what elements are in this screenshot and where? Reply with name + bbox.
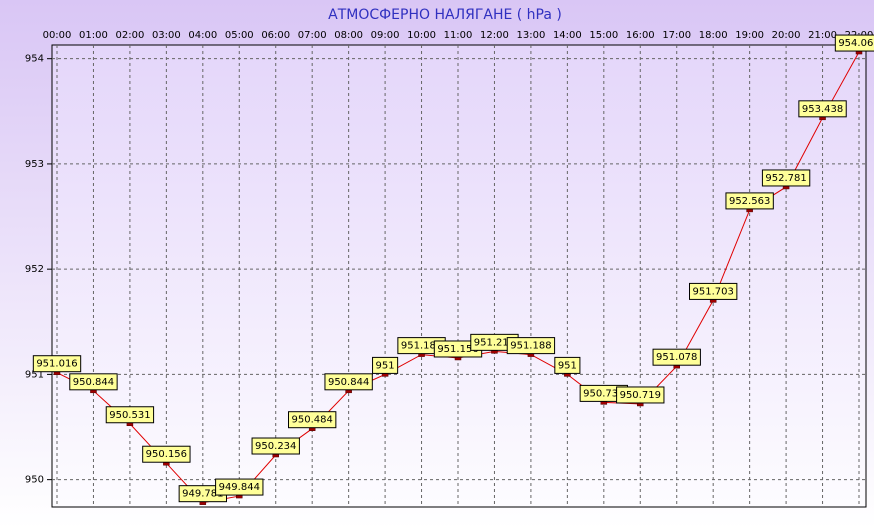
x-tick-label: 10:00 — [407, 30, 436, 41]
value-label: 952.781 — [761, 169, 811, 187]
value-label-box — [506, 337, 556, 355]
value-label: 953.438 — [798, 100, 847, 118]
value-label: 951.156 — [433, 340, 483, 358]
value-label-text: 953.438 — [802, 104, 843, 115]
value-label-box — [32, 355, 82, 373]
value-label-box — [798, 100, 847, 118]
chart-title: АТМОСФЕРНО НАЛЯГАНЕ ( hPa ) — [328, 7, 562, 23]
value-label: 951.188 — [506, 337, 556, 355]
x-tick-label: 02:00 — [115, 30, 144, 41]
value-label-text: 952.563 — [729, 196, 770, 207]
x-tick-label: 03:00 — [152, 30, 181, 41]
value-label-text: 950.234 — [255, 441, 296, 452]
value-label: 950.234 — [251, 437, 300, 455]
value-label: 954.063 — [834, 34, 874, 52]
value-label-box — [215, 478, 264, 496]
value-label: 951.078 — [652, 348, 701, 366]
value-label-text: 950.719 — [620, 390, 661, 401]
value-label-box — [554, 356, 581, 374]
x-tick-label: 06:00 — [261, 30, 290, 41]
value-label: 951 — [554, 356, 581, 374]
x-tick-label: 20:00 — [772, 30, 801, 41]
y-tick-label: 951 — [25, 369, 44, 380]
x-tick-label: 04:00 — [188, 30, 217, 41]
value-label: 950.719 — [616, 386, 665, 404]
x-tick-label: 18:00 — [699, 30, 728, 41]
x-tick-label: 17:00 — [662, 30, 691, 41]
x-tick-label: 13:00 — [516, 30, 545, 41]
value-label: 950.156 — [142, 445, 191, 463]
x-tick-label: 19:00 — [735, 30, 764, 41]
value-label-text: 951 — [376, 360, 395, 371]
value-label: 952.563 — [725, 192, 774, 210]
plot-area — [51, 44, 867, 508]
y-tick-label: 950 — [25, 475, 44, 486]
y-tick-label: 953 — [25, 159, 44, 170]
value-label-box — [324, 373, 373, 391]
value-label-box — [288, 411, 337, 429]
value-label-box — [105, 406, 155, 424]
value-label-text: 950.844 — [73, 377, 114, 388]
value-label-box — [69, 373, 118, 391]
value-label-text: 949.844 — [219, 482, 260, 493]
value-label-text: 951.703 — [693, 286, 734, 297]
value-label-box — [725, 192, 774, 210]
value-label: 951 — [372, 356, 399, 374]
value-label-text: 949.781 — [182, 489, 223, 500]
x-tick-label: 12:00 — [480, 30, 509, 41]
x-tick-label: 08:00 — [334, 30, 363, 41]
value-label-text: 951.156 — [437, 344, 478, 355]
x-tick-label: 09:00 — [371, 30, 400, 41]
value-label-box — [372, 356, 399, 374]
x-tick-label: 16:00 — [626, 30, 655, 41]
value-label-text: 951.078 — [656, 352, 697, 363]
value-label-text: 950.531 — [109, 410, 150, 421]
value-label-text: 950.484 — [292, 415, 333, 426]
x-tick-label: 15:00 — [589, 30, 618, 41]
value-label-box — [761, 169, 811, 187]
value-label-box — [652, 348, 701, 366]
value-label-text: 950.156 — [146, 449, 187, 460]
value-label-text: 951.016 — [36, 359, 77, 370]
value-label: 949.844 — [215, 478, 264, 496]
value-label-box — [834, 34, 874, 52]
value-label-box — [689, 282, 738, 300]
value-label-text: 951.188 — [510, 341, 551, 352]
x-tick-label: 00:00 — [43, 30, 72, 41]
value-label-text: 951 — [558, 360, 577, 371]
value-label: 951.703 — [689, 282, 738, 300]
value-label-text: 951.188 — [401, 341, 442, 352]
y-tick-label: 952 — [25, 264, 44, 275]
value-label-text: 952.781 — [765, 173, 806, 184]
value-label: 950.844 — [69, 373, 118, 391]
value-label: 951.016 — [32, 355, 82, 373]
value-label-text: 950.734 — [583, 388, 624, 399]
value-label: 950.531 — [105, 406, 155, 424]
x-tick-label: 05:00 — [225, 30, 254, 41]
x-tick-label: 01:00 — [79, 30, 108, 41]
y-tick-label: 954 — [25, 54, 44, 65]
value-label-text: 950.844 — [328, 377, 369, 388]
x-tick-label: 21:00 — [808, 30, 837, 41]
value-label-box — [142, 445, 191, 463]
value-label: 950.484 — [288, 411, 337, 429]
value-label-box — [616, 386, 665, 404]
x-tick-label: 07:00 — [298, 30, 327, 41]
value-label-text: 951.219 — [474, 337, 515, 348]
x-tick-label: 14:00 — [553, 30, 582, 41]
value-label-box — [251, 437, 300, 455]
x-tick-label: 11:00 — [444, 30, 473, 41]
value-label: 950.844 — [324, 373, 373, 391]
value-label-text: 954.063 — [838, 38, 874, 49]
